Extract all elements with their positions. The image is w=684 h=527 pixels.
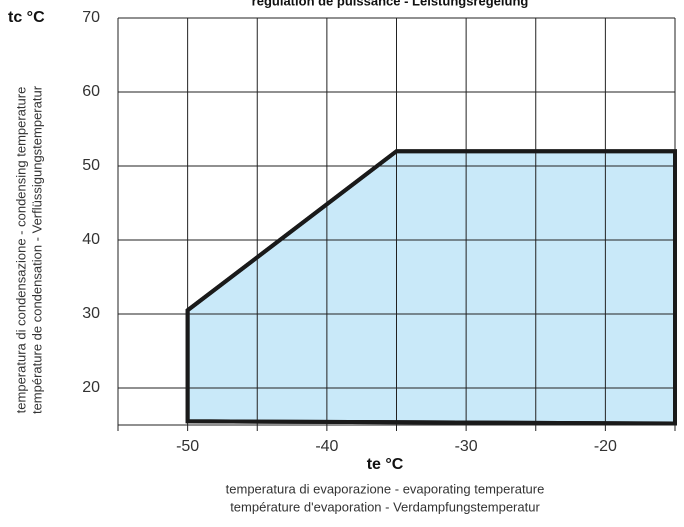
y-axis-title: température de condensation - Verflüssig… (29, 85, 44, 414)
y-tick-label: 50 (82, 157, 100, 174)
y-axis-title: temperatura di condensazione - condensin… (13, 87, 28, 414)
x-axis-title: température d'evaporation - Verdampfungs… (230, 499, 540, 514)
envelope-outline (185, 149, 677, 426)
y-tick-label: 20 (82, 379, 100, 396)
x-tick-label: -20 (594, 438, 617, 455)
x-axis-title: temperatura di evaporazione - evaporatin… (226, 481, 545, 496)
y-tick-label: 30 (82, 305, 100, 322)
y-tick-label: 60 (82, 83, 100, 100)
chart-title: regulation de puissance - Leistungsregel… (252, 0, 529, 8)
x-tick-label: -50 (176, 438, 199, 455)
y-tick-label: 40 (82, 231, 100, 248)
x-axis-label: te °C (367, 456, 404, 473)
x-tick-label: -30 (455, 438, 478, 455)
x-tick-label: -40 (315, 438, 338, 455)
y-tick-label: 70 (82, 9, 100, 26)
y-axis-label: tc °C (8, 9, 45, 26)
envelope (185, 149, 677, 426)
